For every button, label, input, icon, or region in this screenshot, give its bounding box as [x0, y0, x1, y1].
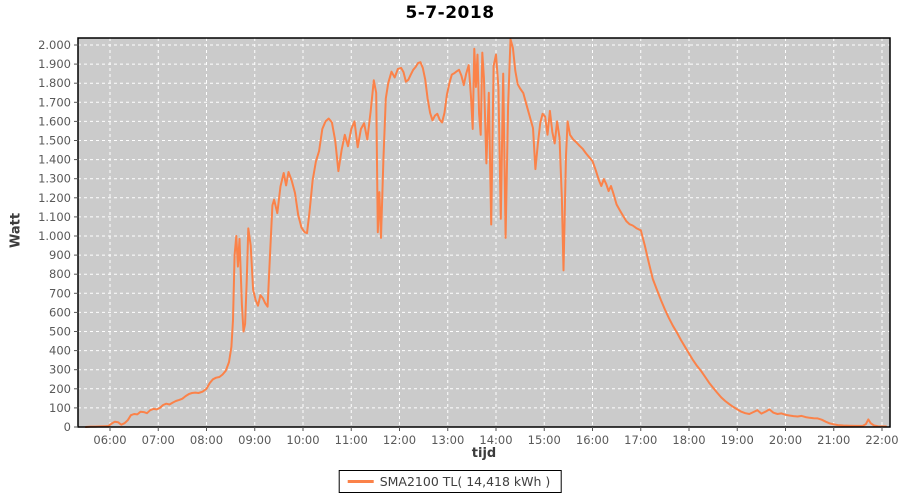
svg-text:07:00: 07:00 [142, 433, 175, 447]
svg-text:200: 200 [49, 382, 71, 396]
svg-text:20:00: 20:00 [769, 433, 802, 447]
svg-text:1.200: 1.200 [38, 191, 71, 205]
axis-tick-labels: 0 100 200 300 400 500 600 700 800 900 1.000 1.100 1.… [38, 38, 899, 447]
svg-text:1.300: 1.300 [38, 172, 71, 186]
chart-title: 5-7-2018 [405, 3, 495, 23]
legend: SMA2100 TL( 14,418 kWh ) [338, 470, 562, 493]
svg-text:11:00: 11:00 [335, 433, 368, 447]
svg-text:1.100: 1.100 [38, 210, 71, 224]
svg-text:1.500: 1.500 [38, 134, 71, 148]
plot-border [77, 37, 891, 428]
svg-text:700: 700 [49, 286, 71, 300]
svg-text:1.600: 1.600 [38, 114, 71, 128]
svg-text:500: 500 [49, 325, 71, 339]
svg-text:1.400: 1.400 [38, 153, 71, 167]
gridlines [78, 38, 890, 427]
svg-text:600: 600 [49, 305, 71, 319]
legend-line-swatch [347, 480, 374, 483]
svg-text:0: 0 [64, 420, 71, 434]
svg-text:15:00: 15:00 [528, 433, 561, 447]
svg-text:19:00: 19:00 [721, 433, 754, 447]
legend-label: SMA2100 TL( 14,418 kWh ) [379, 474, 551, 489]
svg-text:13:00: 13:00 [431, 433, 464, 447]
svg-text:22:00: 22:00 [865, 433, 898, 447]
svg-text:08:00: 08:00 [190, 433, 223, 447]
plot-area: 0 100 200 300 400 500 600 700 800 900 1.000 1.100 1.… [38, 37, 899, 447]
svg-text:800: 800 [49, 267, 71, 281]
series-line [84, 38, 887, 428]
svg-text:100: 100 [49, 401, 71, 415]
x-axis-title: tijd [471, 446, 497, 461]
svg-text:17:00: 17:00 [624, 433, 657, 447]
svg-text:1.000: 1.000 [38, 229, 71, 243]
svg-text:12:00: 12:00 [383, 433, 416, 447]
svg-text:18:00: 18:00 [672, 433, 705, 447]
axis-ticks [74, 44, 883, 431]
svg-text:1.900: 1.900 [38, 57, 71, 71]
svg-text:16:00: 16:00 [576, 433, 609, 447]
svg-text:1.700: 1.700 [38, 95, 71, 109]
svg-text:09:00: 09:00 [238, 433, 271, 447]
svg-text:21:00: 21:00 [817, 433, 850, 447]
svg-text:300: 300 [49, 363, 71, 377]
svg-text:400: 400 [49, 344, 71, 358]
svg-text:900: 900 [49, 248, 71, 262]
svg-text:14:00: 14:00 [479, 433, 512, 447]
svg-text:1.800: 1.800 [38, 76, 71, 90]
svg-text:10:00: 10:00 [286, 433, 319, 447]
svg-text:2.000: 2.000 [38, 38, 71, 52]
svg-text:06:00: 06:00 [93, 433, 126, 447]
